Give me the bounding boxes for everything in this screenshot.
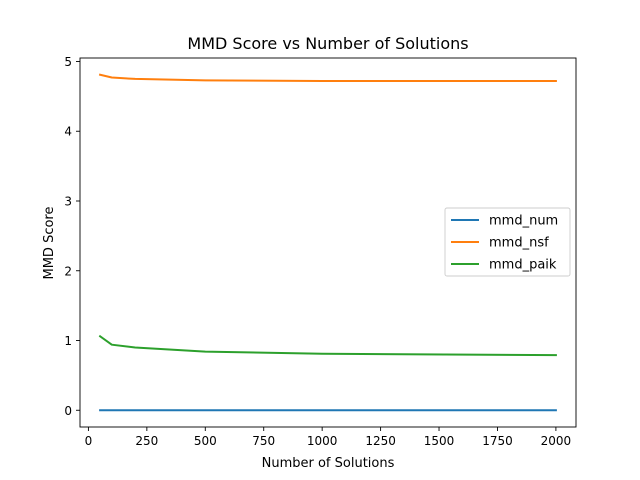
y-tick-label: 5 [64,55,72,69]
series-line-mmd_nsf [98,73,557,83]
y-tick-label: 4 [64,125,72,139]
x-tick-label: 250 [135,434,158,448]
legend-label-mmd_paik: mmd_paik [489,258,557,273]
x-axis: 0 250 500 750 1000 1250 1500 1750 2000 [85,427,572,448]
y-axis: 0 1 2 3 4 5 [64,55,80,418]
legend: mmd_num mmd_nsf mmd_paik [444,207,571,277]
chart-title: MMD Score vs Number of Solutions [187,34,468,53]
x-tick-label: 1750 [482,434,513,448]
y-tick-label: 0 [64,404,72,418]
legend-box [444,207,571,277]
axes-frame [79,57,577,428]
legend-label-mmd_nsf: mmd_nsf [489,236,549,251]
x-tick-label: 1000 [307,434,338,448]
y-axis-label: MMD Score [42,207,57,280]
y-tick-label: 1 [64,334,72,348]
plot-area [98,73,557,412]
x-tick-label: 500 [194,434,217,448]
x-tick-label: 1500 [424,434,455,448]
y-tick-label: 2 [64,264,72,278]
y-tick-label: 3 [64,194,72,208]
x-tick-label: 2000 [541,434,572,448]
x-tick-label: 0 [85,434,93,448]
x-tick-label: 1250 [365,434,396,448]
x-tick-label: 750 [252,434,275,448]
x-axis-label: Number of Solutions [262,456,395,471]
series-line-mmd_paik [98,334,557,357]
legend-label-mmd_num: mmd_num [489,214,558,229]
